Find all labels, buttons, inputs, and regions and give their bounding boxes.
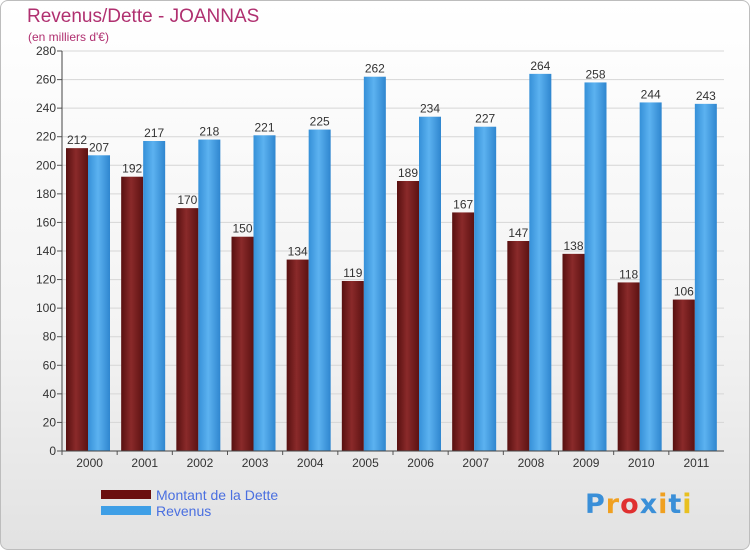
bar-dette (672, 299, 695, 451)
y-tick-label: 0 (49, 444, 56, 458)
data-label-dette: 134 (288, 245, 308, 259)
bar-revenus (363, 76, 386, 451)
bar-revenus (253, 135, 276, 452)
data-label-dette: 147 (508, 226, 528, 240)
x-tick-label: 2007 (462, 456, 489, 470)
legend-swatch-revenus (101, 506, 151, 515)
x-tick-label: 2002 (187, 456, 214, 470)
chart-subtitle: (en milliers d'€) (28, 30, 109, 44)
bar-dette (507, 241, 530, 451)
x-tick-label: 2004 (297, 456, 324, 470)
logo-letter: P (585, 489, 606, 520)
data-label-revenus: 218 (199, 125, 219, 139)
x-tick-label: 2006 (407, 456, 434, 470)
bar-revenus (529, 73, 552, 451)
x-tick-label: 2008 (518, 456, 545, 470)
data-label-revenus: 234 (420, 102, 440, 116)
data-label-dette: 118 (619, 267, 638, 281)
legend-label-dette: Montant de la Dette (156, 487, 279, 503)
data-label-revenus: 258 (585, 67, 605, 81)
data-label-revenus: 221 (254, 120, 274, 134)
y-tick-label: 40 (43, 387, 57, 401)
bar-revenus (143, 141, 166, 451)
bar-dette (562, 253, 585, 451)
x-tick-label: 2003 (242, 456, 269, 470)
data-label-revenus: 262 (365, 62, 385, 76)
bar-dette (66, 148, 88, 451)
y-tick-label: 160 (36, 215, 56, 229)
chart-title: Revenus/Dette - JOANNAS (27, 6, 260, 27)
bar-revenus (308, 129, 331, 452)
data-label-dette: 167 (453, 197, 473, 211)
x-tick-label: 2009 (573, 456, 600, 470)
bar-dette (452, 212, 475, 451)
y-tick-label: 120 (36, 273, 56, 287)
logo-letter: x (639, 489, 659, 520)
logo-letter: i (658, 489, 669, 520)
data-label-dette: 189 (398, 166, 418, 180)
bar-revenus (198, 139, 221, 452)
legend-label-revenus: Revenus (156, 503, 212, 519)
logo-letter: r (605, 489, 621, 520)
x-tick-label: 2010 (628, 456, 655, 470)
y-tick-label: 260 (36, 73, 56, 87)
data-label-revenus: 244 (641, 87, 661, 101)
legend-swatch-dette (101, 490, 151, 499)
data-label-revenus: 207 (89, 140, 109, 154)
logo-letter: o (620, 489, 640, 520)
bar-dette (397, 181, 419, 451)
bar-revenus (474, 126, 497, 451)
data-label-dette: 192 (122, 162, 142, 176)
logo-letter: t (668, 489, 683, 520)
data-label-dette: 170 (177, 193, 197, 207)
data-label-dette: 150 (232, 222, 252, 236)
proxiti-logo: Proxiti (585, 489, 693, 520)
y-tick-label: 80 (43, 330, 57, 344)
y-tick-label: 200 (36, 158, 56, 172)
bar-dette (176, 208, 199, 451)
x-tick-label: 2000 (76, 456, 103, 470)
data-label-revenus: 217 (144, 126, 164, 140)
bar-revenus (88, 155, 110, 452)
bar-dette (341, 281, 364, 451)
data-label-dette: 212 (67, 133, 87, 147)
x-tick-label: 2011 (684, 456, 710, 470)
bar-revenus (639, 102, 662, 451)
y-tick-label: 60 (43, 358, 57, 372)
bar-dette (231, 236, 254, 451)
data-label-revenus: 243 (696, 89, 716, 103)
bar-dette (121, 176, 144, 451)
bar-revenus (584, 82, 607, 451)
y-tick-label: 280 (36, 44, 56, 58)
bar-dette (617, 282, 640, 451)
y-tick-label: 180 (36, 187, 56, 201)
x-tick-label: 2001 (131, 456, 158, 470)
x-tick-label: 2005 (352, 456, 379, 470)
y-tick-label: 140 (36, 244, 56, 258)
bar-revenus (419, 116, 441, 451)
logo-letter: i (682, 489, 693, 520)
data-label-revenus: 225 (310, 115, 330, 129)
bar-revenus (694, 103, 717, 451)
y-tick-label: 240 (36, 101, 56, 115)
data-label-dette: 106 (674, 285, 694, 299)
data-label-revenus: 264 (530, 59, 550, 73)
data-label-dette: 119 (343, 266, 362, 280)
y-tick-label: 20 (43, 415, 57, 429)
bar-dette (286, 259, 309, 451)
data-label-dette: 138 (563, 239, 583, 253)
data-label-revenus: 227 (475, 112, 495, 126)
y-tick-label: 100 (36, 301, 56, 315)
y-tick-label: 220 (36, 130, 56, 144)
